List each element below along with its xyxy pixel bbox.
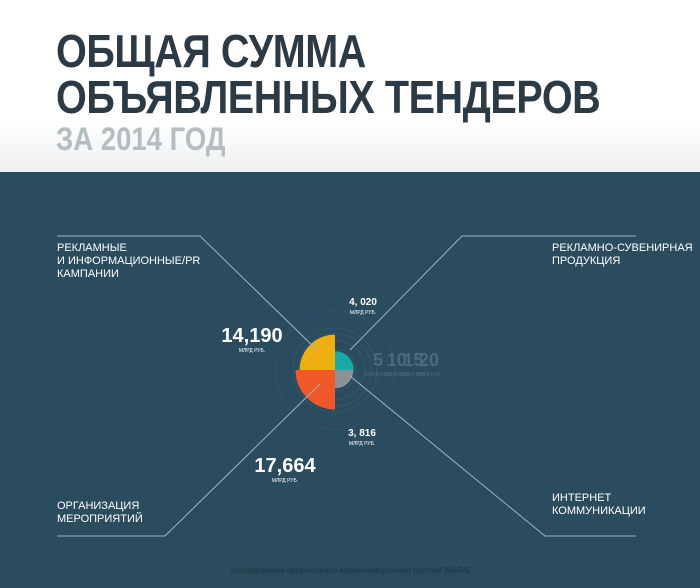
sector-top-right [335,351,354,370]
value-label-top-right: 4, 020 [349,297,377,308]
scale-tick-unit: МЛРД РУБ. [416,372,442,378]
footer-note: Исследование организовано коммуникационн… [230,566,470,575]
connector-pr [57,235,318,351]
scale-tick-label: 15 [403,350,423,370]
connector-souvenir [349,235,636,351]
scale-ring-4 [292,327,378,413]
scale-tick-label: 20 [419,350,439,370]
sector-bottom-left [295,370,335,410]
sector-top-left [299,334,335,370]
value-unit-top-left: МЛРД РУБ. [239,348,265,354]
value-unit-top-right: МЛРД РУБ. [350,310,376,316]
label-pr-campaigns: РЕКЛАМНЫЕ И ИНФОРМАЦИОННЫЕ/PR КАМПАНИИ [57,242,201,280]
label-events: ОРГАНИЗАЦИЯ МЕРОПРИЯТИЙ [57,500,143,525]
scale-tick-unit: МЛРД РУБ. [365,372,391,378]
sector-bottom-right [335,370,354,389]
page-title-line-1: ОБЩАЯ СУММА [56,25,366,77]
chart-panel: 5 МЛРД РУБ. 10 МЛРД РУБ. 15 МЛРД РУБ. 20 МЛРД Р… [0,172,700,588]
scale-ring-outer [275,310,395,430]
scale-tick-unit: МЛРД РУБ. [384,372,410,378]
header: ОБЩАЯ СУММА ОБЪЯВЛЕННЫХ ТЕНДЕРОВ ЗА 2014… [0,0,700,172]
page-title-line-2: ОБЪЯВЛЕННЫХ ТЕНДЕРОВ [56,71,601,123]
value-label-bottom-right: 3, 816 [348,428,376,439]
label-internet: ИНТЕРНЕТ КОММУНИКАЦИИ [552,492,646,517]
label-souvenir-products: РЕКЛАМНО-СУВЕНИРНАЯ ПРОДУКЦИЯ [552,242,693,267]
connector-internet [349,375,636,537]
connector-events [57,383,321,537]
value-label-top-left: 14,190 [221,325,282,347]
scale-tick-label: 10 [387,350,407,370]
value-unit-bottom-right: МЛРД РУБ. [349,441,375,447]
scale-tick-label: 5 [373,350,383,370]
scale-tick-unit: МЛРД РУБ. [400,372,426,378]
value-label-bottom-left: 17,664 [254,455,316,477]
page-subtitle: ЗА 2014 ГОД [56,121,226,157]
value-unit-bottom-left: МЛРД РУБ. [272,478,298,484]
